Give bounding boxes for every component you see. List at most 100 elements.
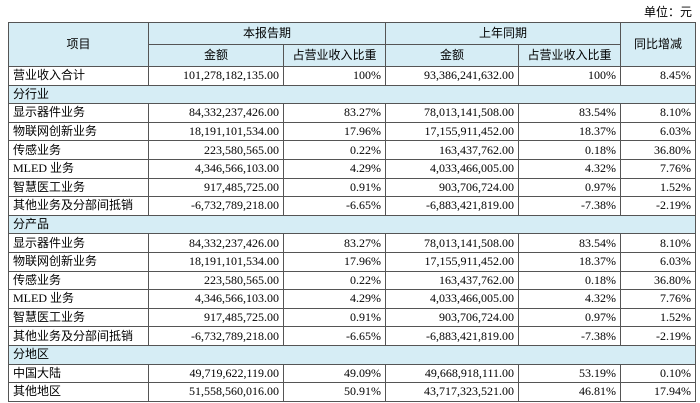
revenue-table: 项目 本报告期 上年同期 同比增减 金额 占营业收入比重 金额 占营业收入比重 营业收入合计 10… xyxy=(7,22,697,402)
item-cell: 中国大陆 xyxy=(8,363,149,384)
number-cell: 0.10% xyxy=(620,363,697,384)
number-cell: 6.03% xyxy=(620,121,697,142)
number-cell: 18.37% xyxy=(518,251,622,272)
number-cell: 917,485,725.00 xyxy=(148,177,284,198)
item-cell: 显示器件业务 xyxy=(8,233,149,253)
number-cell: 17.94% xyxy=(620,382,697,402)
number-cell: 36.80% xyxy=(620,140,697,160)
data-row: 其他地区 51,558,560,016.00 50.91% 43,717,323,52… xyxy=(8,382,697,402)
number-cell: 223,580,565.00 xyxy=(148,270,284,291)
number-cell: 36.80% xyxy=(620,270,697,291)
number-cell: 17.96% xyxy=(282,251,387,272)
number-cell: -6.65% xyxy=(282,196,387,216)
number-cell: 84,332,237,426.00 xyxy=(148,233,284,253)
number-cell: 78,013,141,508.00 xyxy=(385,103,520,123)
number-cell: 83.54% xyxy=(518,233,622,253)
number-cell: 53.19% xyxy=(518,363,622,384)
header-cell: 上年同期 xyxy=(385,22,622,45)
number-cell: 4,033,466,005.00 xyxy=(385,289,520,309)
header-cell: 占营业收入比重 xyxy=(518,44,622,67)
item-cell: 智慧医工业务 xyxy=(8,177,149,198)
number-cell: -2.19% xyxy=(620,196,697,216)
item-cell: 传感业务 xyxy=(8,140,149,160)
table-body: 项目 本报告期 上年同期 同比增减 金额 占营业收入比重 金额 占营业收入比重 营业收入合计 10… xyxy=(7,22,697,402)
number-cell: 49,719,622,119.00 xyxy=(148,363,284,384)
number-cell: 0.22% xyxy=(282,140,387,160)
data-row: 其他业务及分部间抵销 -6,732,789,218.00 -6.65% -6,883,… xyxy=(8,326,697,346)
data-row: 传感业务 223,580,565.00 0.22% 163,437,762.00 0.1… xyxy=(8,270,697,291)
number-cell: 8.10% xyxy=(620,103,697,123)
number-cell: 49,668,918,111.00 xyxy=(385,363,520,384)
number-cell: 0.97% xyxy=(518,307,622,328)
header-row: 项目 本报告期 上年同期 同比增减 xyxy=(8,22,697,67)
header-cell: 占营业收入比重 xyxy=(282,44,387,67)
item-cell: 物联网创新业务 xyxy=(8,251,149,272)
number-cell: 83.27% xyxy=(282,103,387,123)
item-cell: MLED 业务 xyxy=(8,289,149,309)
data-row: 智慧医工业务 917,485,725.00 0.91% 903,706,724.00 0… xyxy=(8,177,697,198)
number-cell: 18.37% xyxy=(518,121,622,142)
number-cell: -6,732,789,218.00 xyxy=(148,196,284,216)
data-row: 中国大陆 49,719,622,119.00 49.09% 49,668,918,11… xyxy=(8,363,697,384)
item-cell: 营业收入合计 xyxy=(8,66,149,86)
number-cell: 903,706,724.00 xyxy=(385,307,520,328)
section-row: 分产品 xyxy=(7,214,697,235)
data-row: 物联网创新业务 18,191,101,534.00 17.96% 17,155,911… xyxy=(8,251,697,272)
number-cell: 17,155,911,452.00 xyxy=(385,121,520,142)
number-cell: 163,437,762.00 xyxy=(385,140,520,160)
section-title: 分行业 xyxy=(7,84,697,105)
header-cell: 金额 xyxy=(385,44,520,67)
number-cell: -6,883,421,819.00 xyxy=(385,326,520,346)
header-cell: 金额 xyxy=(148,44,284,67)
number-cell: -6.65% xyxy=(282,326,387,346)
number-cell: 8.45% xyxy=(620,66,697,86)
data-row: MLED 业务 4,346,566,103.00 4.29% 4,033,466,00… xyxy=(8,158,697,179)
number-cell: 4.32% xyxy=(518,289,622,309)
number-cell: 4.29% xyxy=(282,289,387,309)
number-cell: 0.18% xyxy=(518,270,622,291)
data-row: 显示器件业务 84,332,237,426.00 83.27% 78,013,141,… xyxy=(8,233,697,253)
item-cell: 智慧医工业务 xyxy=(8,307,149,328)
number-cell: 7.76% xyxy=(620,289,697,309)
item-cell: 显示器件业务 xyxy=(8,103,149,123)
number-cell: 17.96% xyxy=(282,121,387,142)
number-cell: 7.76% xyxy=(620,158,697,179)
number-cell: 83.54% xyxy=(518,103,622,123)
data-row: 智慧医工业务 917,485,725.00 0.91% 903,706,724.00 0… xyxy=(8,307,697,328)
number-cell: 4,033,466,005.00 xyxy=(385,158,520,179)
number-cell: 1.52% xyxy=(620,307,697,328)
section-row: 分地区 xyxy=(7,344,697,365)
number-cell: 4.29% xyxy=(282,158,387,179)
item-cell: MLED 业务 xyxy=(8,158,149,179)
number-cell: 18,191,101,534.00 xyxy=(148,251,284,272)
number-cell: 903,706,724.00 xyxy=(385,177,520,198)
number-cell: 163,437,762.00 xyxy=(385,270,520,291)
header-row: 金额 占营业收入比重 金额 占营业收入比重 xyxy=(9,44,696,67)
unit-label: 单位：元 xyxy=(643,5,692,19)
number-cell: -6,732,789,218.00 xyxy=(148,326,284,346)
number-cell: 0.22% xyxy=(282,270,387,291)
number-cell: -6,883,421,819.00 xyxy=(385,196,520,216)
number-cell: -7.38% xyxy=(518,326,622,346)
number-cell: 8.10% xyxy=(620,233,697,253)
number-cell: -2.19% xyxy=(620,326,697,346)
number-cell: 43,717,323,521.00 xyxy=(385,382,520,402)
number-cell: 0.91% xyxy=(282,177,387,198)
data-row: MLED 业务 4,346,566,103.00 4.29% 4,033,466,00… xyxy=(8,289,697,309)
number-cell: 18,191,101,534.00 xyxy=(148,121,284,142)
number-cell: 4.32% xyxy=(518,158,622,179)
header-cell: 同比增减 xyxy=(620,22,697,67)
number-cell: 1.52% xyxy=(620,177,697,198)
item-cell: 其他业务及分部间抵销 xyxy=(8,196,149,216)
number-cell: -7.38% xyxy=(518,196,622,216)
number-cell: 51,558,560,016.00 xyxy=(148,382,284,402)
number-cell: 223,580,565.00 xyxy=(148,140,284,160)
number-cell: 917,485,725.00 xyxy=(148,307,284,328)
item-cell: 物联网创新业务 xyxy=(8,121,149,142)
number-cell: 6.03% xyxy=(620,251,697,272)
number-cell: 0.91% xyxy=(282,307,387,328)
data-row: 营业收入合计 101,278,182,135.00 100% 93,386,241,6… xyxy=(8,66,697,86)
number-cell: 46.81% xyxy=(518,382,622,402)
number-cell: 101,278,182,135.00 xyxy=(148,66,284,86)
